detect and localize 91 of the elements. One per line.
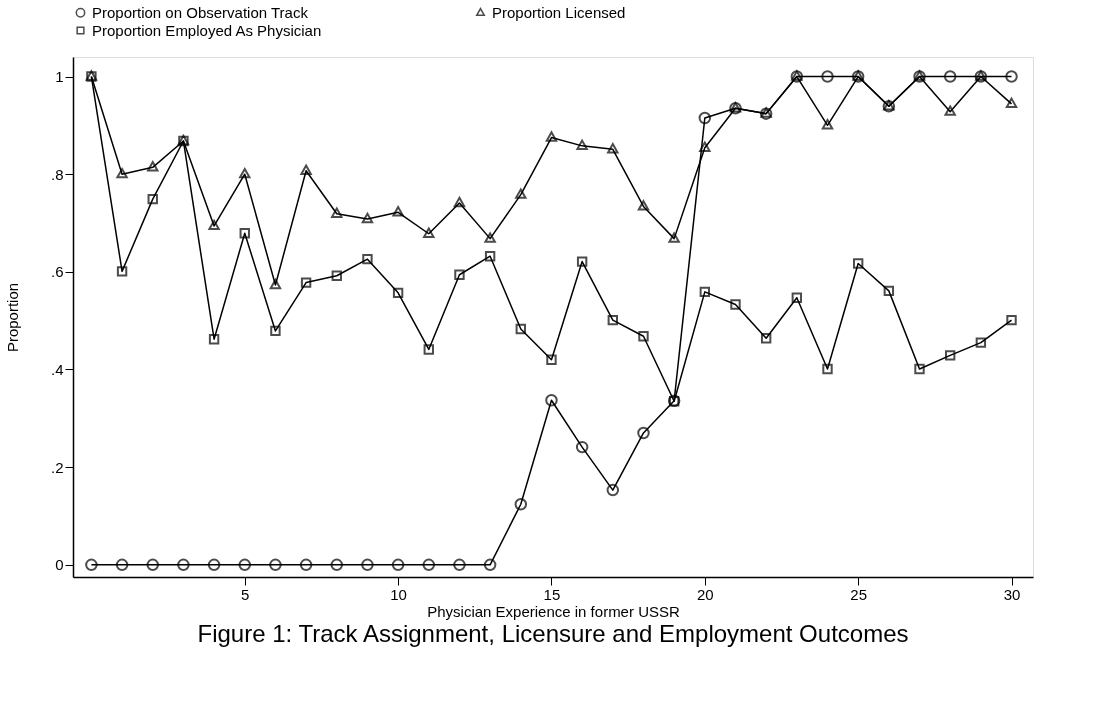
point bbox=[1005, 97, 1018, 109]
y-tick-label: .2 bbox=[50, 458, 64, 476]
point bbox=[822, 363, 833, 375]
point bbox=[423, 227, 435, 238]
point bbox=[239, 228, 250, 239]
point bbox=[362, 253, 373, 265]
point bbox=[515, 323, 526, 335]
point bbox=[300, 164, 312, 175]
point bbox=[299, 558, 313, 572]
point bbox=[730, 299, 741, 310]
point bbox=[146, 558, 159, 572]
point bbox=[116, 266, 128, 277]
point bbox=[392, 206, 404, 217]
legend-label: Proportion Employed As Physician bbox=[92, 21, 322, 39]
point bbox=[546, 354, 557, 365]
point bbox=[607, 314, 618, 326]
point bbox=[883, 285, 895, 297]
point bbox=[147, 193, 158, 205]
point bbox=[422, 558, 436, 572]
x-tick-label: 5 bbox=[241, 585, 250, 603]
point bbox=[238, 558, 251, 572]
point bbox=[454, 269, 465, 280]
y-tick-label: .8 bbox=[50, 165, 64, 183]
point bbox=[330, 558, 344, 572]
point bbox=[361, 212, 374, 224]
point bbox=[576, 256, 588, 267]
x-tick-label: 20 bbox=[696, 585, 714, 603]
point bbox=[453, 196, 466, 208]
y-tick-label: 1 bbox=[55, 68, 64, 86]
point bbox=[331, 207, 343, 218]
point bbox=[637, 426, 650, 440]
text: Figure 1: Track Assignment, Licensure and Employment Outcomes bbox=[197, 620, 909, 647]
point bbox=[207, 558, 221, 572]
y-axis-title: Proportion bbox=[3, 282, 21, 353]
point bbox=[1005, 70, 1018, 83]
point bbox=[361, 558, 374, 572]
point bbox=[791, 292, 803, 303]
point bbox=[699, 141, 711, 152]
point bbox=[699, 286, 711, 298]
legend-label: Proportion Licensed bbox=[492, 3, 626, 21]
y-tick-label: .6 bbox=[50, 263, 64, 281]
point bbox=[821, 119, 834, 130]
point bbox=[514, 498, 528, 511]
y-tick-label: .4 bbox=[50, 360, 64, 378]
point bbox=[914, 363, 925, 375]
point bbox=[575, 440, 589, 454]
point bbox=[944, 105, 956, 116]
x-axis-title: Physician Experience in former USSR bbox=[427, 602, 680, 620]
point bbox=[637, 200, 650, 211]
point bbox=[698, 111, 712, 125]
point bbox=[943, 70, 957, 83]
point bbox=[975, 337, 987, 348]
point bbox=[515, 188, 527, 199]
point bbox=[607, 143, 619, 154]
point bbox=[1006, 314, 1017, 326]
point bbox=[269, 278, 282, 290]
point bbox=[269, 558, 282, 572]
x-tick-label: 30 bbox=[1003, 585, 1021, 603]
legend-label: Proportion on Observation Track bbox=[92, 3, 309, 21]
point bbox=[331, 270, 342, 281]
point bbox=[453, 558, 466, 572]
point bbox=[484, 251, 496, 262]
point bbox=[239, 167, 251, 179]
point bbox=[208, 219, 220, 231]
point bbox=[944, 350, 956, 361]
x-tick-label: 15 bbox=[543, 585, 561, 603]
point bbox=[423, 344, 434, 355]
point bbox=[576, 139, 588, 151]
point bbox=[85, 558, 98, 572]
point bbox=[606, 483, 620, 497]
x-tick-label: 25 bbox=[850, 585, 868, 603]
point bbox=[484, 232, 496, 243]
point bbox=[300, 277, 312, 288]
point bbox=[115, 558, 129, 572]
point bbox=[545, 394, 558, 407]
point bbox=[545, 131, 558, 142]
x-tick-label: 10 bbox=[390, 585, 407, 603]
point bbox=[821, 70, 834, 83]
point bbox=[208, 334, 220, 345]
point bbox=[852, 258, 864, 269]
point bbox=[638, 331, 649, 342]
point bbox=[147, 161, 159, 172]
point bbox=[668, 232, 680, 243]
point bbox=[177, 558, 190, 572]
point bbox=[116, 167, 128, 179]
point bbox=[760, 333, 772, 344]
point bbox=[392, 287, 404, 299]
point bbox=[483, 558, 497, 572]
y-tick-label: 0 bbox=[55, 556, 64, 574]
point bbox=[270, 325, 281, 337]
point bbox=[391, 558, 405, 572]
